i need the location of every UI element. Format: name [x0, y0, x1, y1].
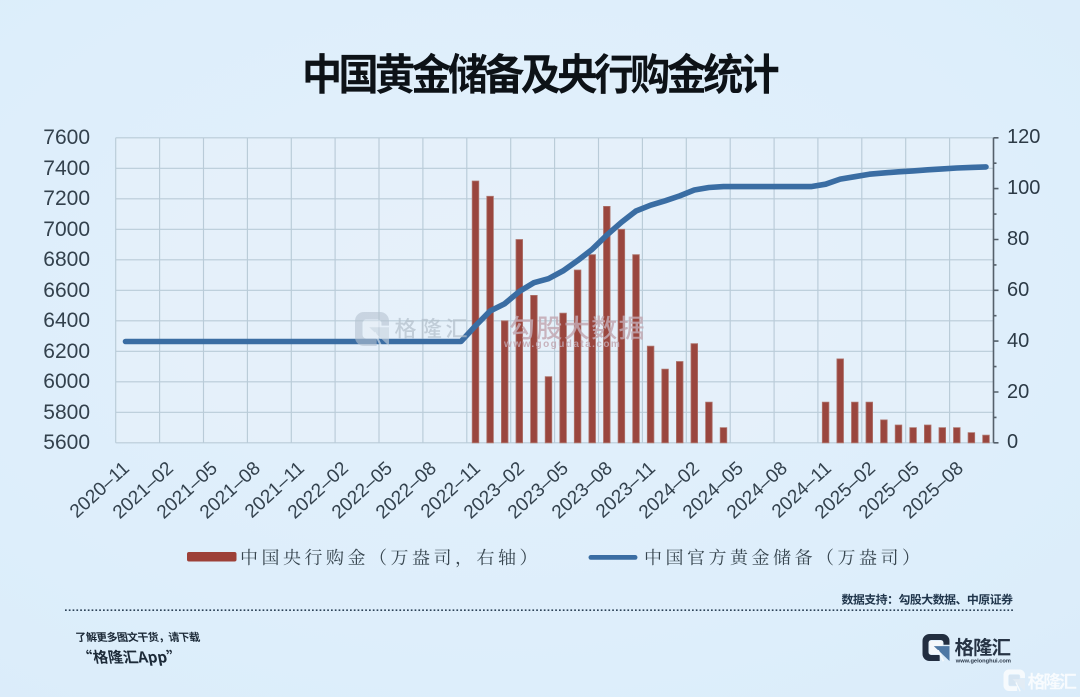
svg-text:www.gelonghui.com: www.gelonghui.com — [955, 658, 1011, 664]
